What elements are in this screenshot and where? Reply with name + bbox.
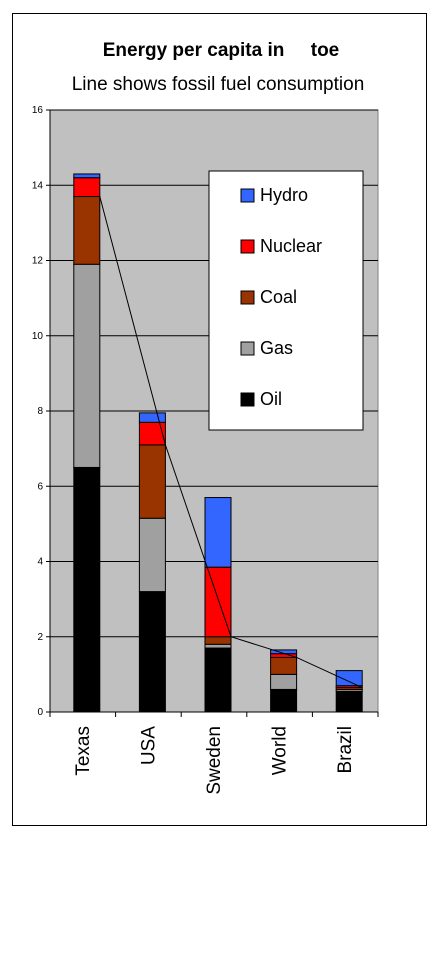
bar-world-gas bbox=[270, 673, 298, 690]
legend-label-nuclear: Nuclear bbox=[260, 236, 322, 256]
bar-brazil-hydro bbox=[335, 670, 363, 687]
x-tick-label-brazil: Brazil bbox=[335, 726, 356, 774]
fossil-fuel-line bbox=[99, 196, 363, 688]
bar-world-oil bbox=[270, 688, 298, 713]
legend-swatch-gas bbox=[240, 341, 255, 356]
bar-texas-gas bbox=[73, 263, 101, 468]
bar-usa-nuclear bbox=[138, 421, 166, 446]
x-tick-label-usa: USA bbox=[138, 726, 159, 765]
legend-swatch-oil bbox=[240, 392, 255, 407]
legend-label-gas: Gas bbox=[260, 338, 293, 358]
axes: 0 2 4 6 8 10 12 14 16 Texas USA Sweden World Brazil bbox=[32, 105, 379, 795]
y-tick-label: 6 bbox=[37, 481, 43, 492]
legend-box bbox=[208, 170, 364, 431]
fossil-line-layer bbox=[99, 196, 363, 688]
bar-sweden-gas bbox=[204, 643, 232, 649]
y-tick-label: 0 bbox=[37, 707, 43, 718]
y-tick-label: 12 bbox=[32, 256, 44, 267]
legend-swatch-coal bbox=[240, 290, 255, 305]
bar-usa-oil bbox=[138, 591, 166, 713]
bars bbox=[73, 173, 363, 713]
bar-sweden-coal bbox=[204, 636, 232, 645]
y-tick-label: 10 bbox=[32, 331, 44, 342]
bar-sweden-hydro bbox=[204, 497, 232, 568]
bar-world-nuclear bbox=[270, 653, 298, 658]
legend-swatch-hydro bbox=[240, 188, 255, 203]
bar-texas-nuclear bbox=[73, 177, 101, 198]
x-tick-label-world: World bbox=[270, 726, 291, 775]
legend-label-oil: Oil bbox=[260, 389, 282, 409]
bar-texas-hydro bbox=[73, 173, 101, 179]
legend-label-coal: Coal bbox=[260, 287, 297, 307]
legend-label-hydro: Hydro bbox=[260, 185, 308, 205]
legend: Hydro Nuclear Coal Gas Oil bbox=[208, 170, 364, 431]
bar-usa-hydro bbox=[138, 412, 166, 423]
y-tick-label: 8 bbox=[37, 406, 43, 417]
bar-usa-gas bbox=[138, 517, 166, 593]
bar-texas-oil bbox=[73, 466, 101, 713]
bar-usa-coal bbox=[138, 444, 166, 519]
bar-texas-coal bbox=[73, 196, 101, 265]
bar-world-coal bbox=[270, 656, 298, 675]
y-tick-label: 14 bbox=[32, 180, 44, 191]
chart-title: Energy per capita in toe bbox=[103, 40, 340, 61]
bar-brazil-oil bbox=[335, 690, 363, 713]
x-tick-label-sweden: Sweden bbox=[204, 726, 225, 795]
x-tick-label-texas: Texas bbox=[73, 726, 94, 776]
y-tick-label: 2 bbox=[37, 632, 43, 643]
bar-sweden-oil bbox=[204, 647, 232, 713]
y-tick-label: 4 bbox=[37, 557, 43, 568]
chart-subtitle: Line shows fossil fuel consumption bbox=[72, 74, 365, 95]
chart-frame: Energy per capita in toe Line shows foss… bbox=[12, 13, 427, 826]
chart-svg: Energy per capita in toe Line shows foss… bbox=[32, 40, 379, 795]
legend-swatch-nuclear bbox=[240, 239, 255, 254]
y-tick-label: 16 bbox=[32, 105, 44, 116]
